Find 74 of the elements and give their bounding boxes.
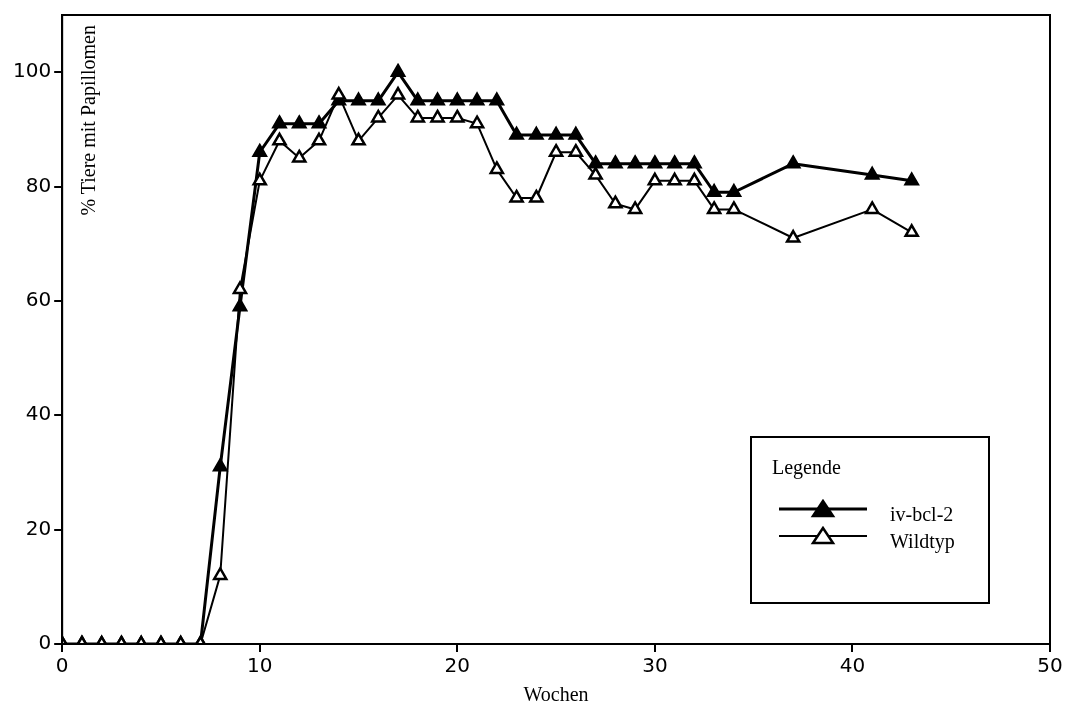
- x-tick-label: 10: [247, 653, 273, 678]
- point: [588, 166, 603, 180]
- x-tick-label: 50: [1037, 653, 1063, 678]
- y-tick-label: 60: [25, 287, 52, 312]
- legend-label: Wildtyp: [890, 530, 955, 552]
- point: [331, 86, 347, 100]
- point: [410, 109, 426, 123]
- point: [509, 189, 524, 203]
- point: [430, 92, 445, 106]
- y-axis-title: % Tiere mit Papillomen: [77, 25, 101, 216]
- point: [904, 224, 920, 238]
- point: [726, 201, 742, 215]
- point: [608, 155, 623, 169]
- point: [449, 109, 465, 123]
- x-tick-label: 40: [839, 653, 866, 678]
- point: [785, 155, 801, 169]
- point: [449, 92, 465, 106]
- point: [291, 149, 307, 163]
- point: [469, 92, 485, 106]
- point: [370, 109, 386, 123]
- point: [410, 92, 426, 106]
- point: [232, 281, 248, 295]
- point: [726, 184, 742, 198]
- point: [548, 143, 564, 157]
- point: [370, 92, 386, 106]
- point: [548, 126, 564, 140]
- y-tick-label: 40: [25, 401, 52, 426]
- point: [311, 132, 327, 146]
- point: [647, 172, 663, 186]
- point: [529, 189, 544, 203]
- point: [390, 63, 406, 77]
- point: [272, 132, 287, 146]
- point: [252, 172, 268, 186]
- x-tick-label: 20: [444, 653, 471, 678]
- point: [904, 172, 920, 186]
- point: [864, 166, 880, 180]
- y-tick-label: 20: [25, 515, 52, 540]
- point: [627, 155, 643, 169]
- point: [687, 155, 702, 169]
- point: [608, 195, 623, 209]
- point: [430, 109, 445, 123]
- point: [469, 115, 485, 129]
- legend-label: iv-bcl-2: [890, 503, 954, 525]
- y-tick-label: 100: [12, 58, 52, 83]
- point: [212, 458, 228, 472]
- point: [351, 132, 366, 146]
- point: [489, 161, 505, 175]
- point: [272, 115, 287, 129]
- point: [252, 143, 268, 157]
- point: [311, 115, 327, 129]
- point: [509, 126, 524, 140]
- point: [706, 184, 722, 198]
- point: [687, 172, 702, 186]
- point: [351, 92, 366, 106]
- point: [785, 229, 801, 243]
- point: [706, 201, 722, 215]
- x-axis-title: Wochen: [523, 683, 589, 706]
- y-tick-label: 80: [25, 172, 52, 197]
- point: [529, 126, 544, 140]
- x-tick-label: 30: [642, 653, 668, 678]
- point: [568, 126, 584, 140]
- point: [864, 201, 880, 215]
- legend-title: Legende: [772, 456, 841, 479]
- point: [489, 92, 505, 106]
- point: [667, 155, 682, 169]
- point: [291, 115, 307, 129]
- point: [627, 201, 643, 215]
- point: [390, 86, 406, 100]
- y-tick-label: 0: [38, 630, 52, 655]
- point: [647, 155, 663, 169]
- point: [588, 155, 603, 169]
- x-tick-label: 0: [55, 653, 69, 678]
- point: [667, 172, 682, 186]
- point: [568, 143, 584, 157]
